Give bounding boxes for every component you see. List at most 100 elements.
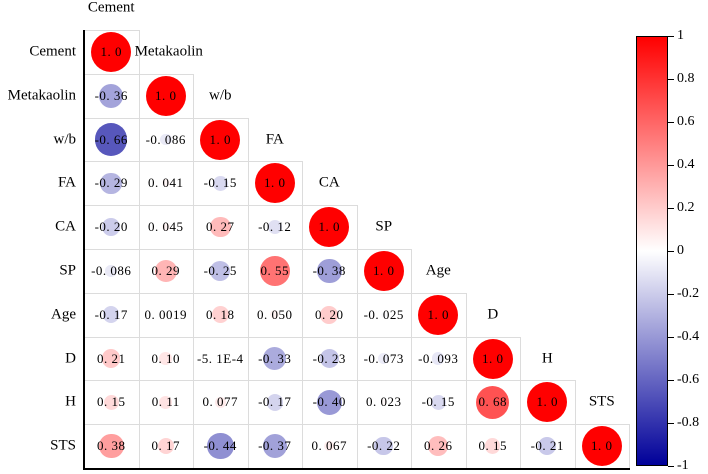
correlation-circle [103,306,120,323]
correlation-circle [98,433,124,459]
correlation-circle [266,394,283,411]
correlation-value: 0. 10 [151,350,180,366]
correlation-value: 0. 18 [206,306,235,322]
y-axis-line [83,30,85,470]
column-label: Age [425,262,451,279]
colorbar-tick-label: 0.2 [677,200,695,215]
correlation-value: 0. 26 [424,438,453,454]
correlation-circle [214,396,226,408]
correlation-value: 1. 0 [536,394,558,410]
correlation-value: -0. 086 [91,262,132,278]
colorbar-tick-label: 1 [677,28,684,43]
correlation-circle [102,218,121,237]
correlation-value: 1. 0 [209,131,231,147]
colorbar-tick-label: -0.2 [677,286,700,301]
correlation-value: -0. 22 [367,438,401,454]
correlation-value: -0. 33 [258,350,292,366]
correlation-circle [380,311,387,318]
colorbar-tick [668,294,674,295]
correlation-value: -0. 15 [203,175,237,191]
correlation-circle [316,258,342,284]
correlation-value: -0. 36 [94,87,128,103]
correlation-circle [154,260,177,282]
correlation-circle [259,256,290,286]
column-label: FA [265,131,284,147]
correlation-value: 1. 0 [373,262,395,278]
correlation-circle [527,382,568,423]
colorbar-tick [668,251,674,252]
column-label: D [487,306,499,323]
correlation-circle [161,179,170,188]
row-label: FA [57,174,76,191]
correlation-value: 0. 045 [148,219,184,235]
correlation-circle [200,119,241,160]
row-label: D [65,350,76,366]
correlation-circle [145,75,186,116]
row-label: w/b [53,131,77,147]
correlation-value: 0. 023 [366,394,402,410]
correlation-value: -0. 66 [94,131,128,147]
correlation-circle [363,250,404,291]
correlation-circle [100,172,122,195]
correlation-circle [210,260,231,281]
correlation-value: 0. 0019 [144,306,187,322]
colorbar-tick-label: 0.8 [677,71,695,86]
correlation-circle [320,305,339,324]
row-label: Metakaolin [7,87,76,104]
correlation-value: 0. 15 [478,438,507,454]
correlation-circle [263,347,287,370]
colorbar-tick [668,165,674,166]
correlation-value: 1. 0 [482,350,504,366]
correlation-circle [206,432,234,460]
row-label: H [65,393,76,410]
correlation-circle [159,395,173,409]
colorbar-tick [668,122,674,123]
correlation-circle [316,389,342,415]
correlation-circle [267,220,282,234]
correlation-value: 1. 0 [100,43,122,59]
column-label: CA [318,174,340,191]
row-label: Age [51,306,76,323]
colorbar-tick [668,466,674,467]
correlation-value: -0. 086 [145,131,186,147]
correlation-circle [102,349,121,368]
colorbar-tick-label: 0.6 [677,114,695,129]
column-label: w/b [209,87,232,104]
correlation-circle [472,338,513,379]
correlation-circle [418,294,459,335]
correlation-value: 0. 68 [478,394,507,410]
correlation-value: 0. 21 [97,350,126,366]
column-label: STS [588,393,615,410]
correlation-circle [432,352,445,365]
correlation-value: 0. 17 [151,438,180,454]
column-label: H [541,350,553,366]
colorbar-tick [668,337,674,338]
correlation-value: -0. 21 [530,438,564,454]
correlation-circle [309,207,350,248]
correlation-value: -0. 15 [421,394,455,410]
correlation-circle [485,438,501,454]
correlation-value: -0. 38 [312,262,346,278]
correlation-circle [262,433,287,459]
colorbar-tick [668,380,674,381]
correlation-circle [374,436,394,456]
correlation-circle [380,399,387,406]
correlation-circle [212,175,228,192]
correlation-value: -0. 40 [312,394,346,410]
correlation-circle [581,426,622,467]
correlation-value: -0. 17 [94,306,128,322]
correlation-value: 0. 27 [206,219,235,235]
column-label: SP [375,218,393,235]
correlation-value: -5. 1E-4 [196,350,244,366]
colorbar-tick-label: -0.4 [677,329,700,344]
correlation-circle [159,133,172,146]
correlation-circle [378,353,390,364]
correlation-circle [99,83,124,108]
correlation-value: 0. 55 [260,262,289,278]
correlation-value: 0. 11 [151,394,180,410]
correlation-circle [95,123,128,156]
correlation-value: -0. 17 [258,394,292,410]
colorbar-tick [668,36,674,37]
correlation-value: -0. 23 [312,350,346,366]
colorbar-tick-label: 0 [677,243,684,258]
